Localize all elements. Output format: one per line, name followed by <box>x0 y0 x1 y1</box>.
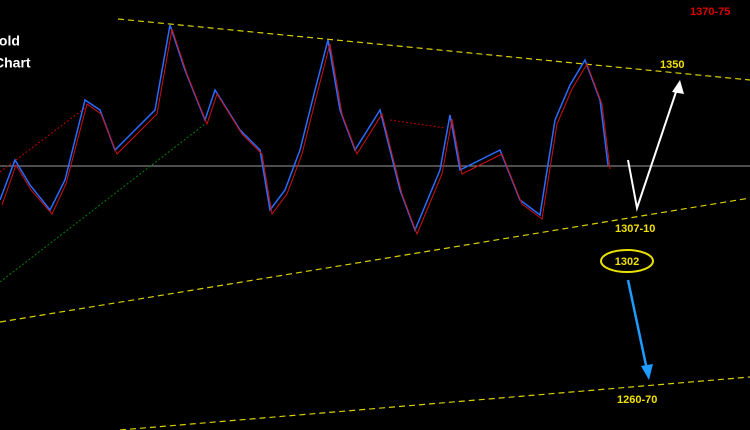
down-arrow <box>626 279 649 371</box>
label-support: 1307-10 <box>615 223 655 235</box>
down-arrow-head <box>641 364 653 380</box>
middle-trendline <box>0 197 750 323</box>
price-path-down <box>1 28 611 236</box>
pivot-ellipse <box>600 249 654 273</box>
red-dotted-line <box>389 119 446 129</box>
green-dotted-line <box>0 123 206 283</box>
label-resistance: 1350 <box>660 59 684 71</box>
up-arrow-head <box>672 80 684 94</box>
label-target: 1260-70 <box>617 394 657 406</box>
up-arrow <box>627 85 679 212</box>
label-pivot: 1302 <box>615 256 639 268</box>
title: Gold <box>0 33 20 49</box>
subtitle: Chart <box>0 55 31 71</box>
upper-trendline <box>117 18 750 81</box>
label-top-right: 1370-75 <box>690 6 730 18</box>
lower-trendline <box>119 376 750 430</box>
